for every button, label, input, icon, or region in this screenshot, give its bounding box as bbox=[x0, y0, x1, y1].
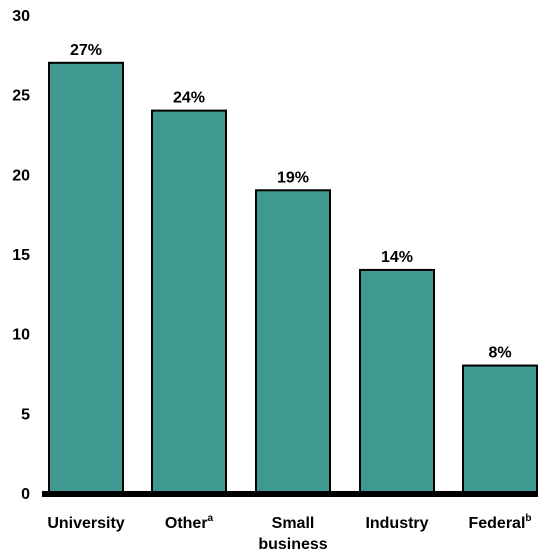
x-axis-line bbox=[42, 491, 538, 497]
data-label: 19% bbox=[277, 169, 309, 186]
y-tick-label: 5 bbox=[21, 406, 30, 423]
bar-university bbox=[48, 61, 124, 495]
data-label: 8% bbox=[488, 345, 511, 362]
y-tick-label: 10 bbox=[12, 327, 30, 344]
data-label: 14% bbox=[381, 249, 413, 266]
x-tick-label: Industry bbox=[365, 515, 428, 532]
y-tick-label: 20 bbox=[12, 167, 30, 184]
bar-other bbox=[151, 109, 227, 494]
bar-federal bbox=[462, 364, 538, 494]
x-tick-label: business bbox=[258, 536, 327, 553]
x-tick-label: Othera bbox=[165, 513, 214, 532]
bar-industry bbox=[359, 268, 435, 494]
x-tick-label: University bbox=[47, 515, 124, 532]
y-tick-label: 30 bbox=[12, 8, 30, 25]
bar-small-business bbox=[255, 189, 331, 494]
y-tick-label: 15 bbox=[12, 247, 30, 264]
x-tick-label: Small bbox=[272, 515, 315, 532]
y-tick-label: 25 bbox=[12, 88, 30, 105]
y-tick-label: 0 bbox=[21, 486, 30, 503]
x-tick-label: Federalb bbox=[468, 513, 531, 532]
data-label: 27% bbox=[70, 42, 102, 59]
data-label: 24% bbox=[173, 90, 205, 107]
